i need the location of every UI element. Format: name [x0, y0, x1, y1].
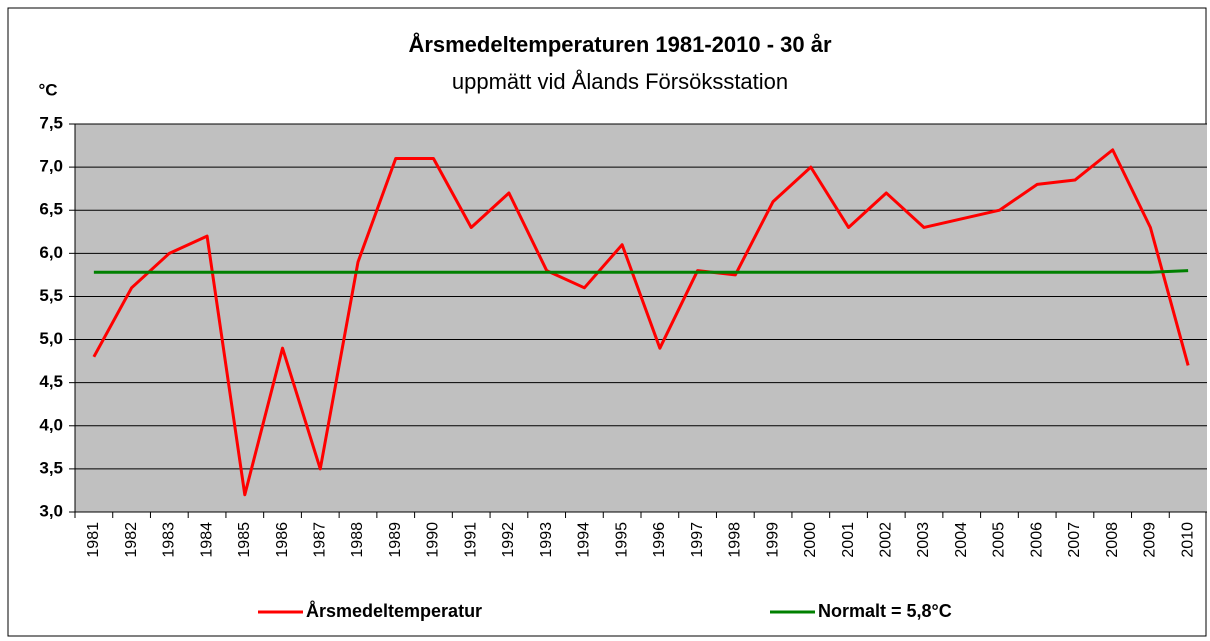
chart-subtitle: uppmätt vid Ålands Försöksstation: [452, 69, 788, 94]
x-tick-label: 2005: [991, 522, 1008, 558]
y-tick-label: 7,0: [39, 157, 63, 176]
x-tick-label: 1987: [311, 522, 328, 558]
y-tick-label: 5,0: [39, 329, 63, 348]
y-tick-label: 5,5: [39, 286, 63, 305]
x-tick-label: 1989: [387, 522, 404, 558]
x-tick-label: 2006: [1028, 522, 1045, 558]
x-tick-label: 1986: [274, 522, 291, 558]
x-tick-label: 1985: [236, 522, 253, 558]
x-tick-label: 1996: [651, 522, 668, 558]
legend-label: Årsmedeltemperatur: [306, 601, 482, 621]
series-line: [93, 269, 1189, 274]
x-tick-label: 1999: [764, 522, 781, 558]
chart-title: Årsmedeltemperaturen 1981-2010 - 30 år: [408, 31, 832, 57]
y-axis-label: °C: [38, 80, 57, 99]
x-tick-label: 1994: [576, 522, 593, 558]
y-tick-label: 6,0: [39, 243, 63, 262]
x-tick-label: 2003: [915, 522, 932, 558]
legend-label: Normalt = 5,8°C: [818, 601, 952, 621]
x-tick-label: 1991: [462, 522, 479, 558]
x-tick-label: 1995: [613, 522, 630, 558]
y-tick-label: 4,0: [39, 415, 63, 434]
x-tick-label: 1982: [123, 522, 140, 558]
x-tick-label: 2000: [802, 522, 819, 558]
plot-area: [75, 124, 1207, 512]
x-tick-label: 2010: [1179, 522, 1196, 558]
x-tick-label: 1988: [349, 522, 366, 558]
y-tick-label: 3,5: [39, 458, 63, 477]
x-tick-label: 1997: [689, 522, 706, 558]
x-tick-label: 2004: [953, 522, 970, 558]
x-tick-label: 1983: [161, 522, 178, 558]
x-tick-label: 1992: [500, 522, 517, 558]
x-tick-label: 1993: [538, 522, 555, 558]
x-tick-label: 2008: [1104, 522, 1121, 558]
x-tick-label: 2001: [840, 522, 857, 558]
x-tick-label: 1990: [425, 522, 442, 558]
y-tick-label: 6,5: [39, 200, 63, 219]
y-tick-label: 3,0: [39, 501, 63, 520]
series-line: [92, 148, 1190, 497]
x-tick-label: 2009: [1142, 522, 1159, 558]
x-tick-label: 1998: [727, 522, 744, 558]
x-tick-label: 1984: [198, 522, 215, 558]
x-tick-label: 2002: [877, 522, 894, 558]
y-tick-label: 4,5: [39, 372, 63, 391]
x-tick-label: 2007: [1066, 522, 1083, 558]
x-tick-label: 1981: [85, 522, 102, 558]
y-tick-label: 7,5: [39, 113, 63, 132]
